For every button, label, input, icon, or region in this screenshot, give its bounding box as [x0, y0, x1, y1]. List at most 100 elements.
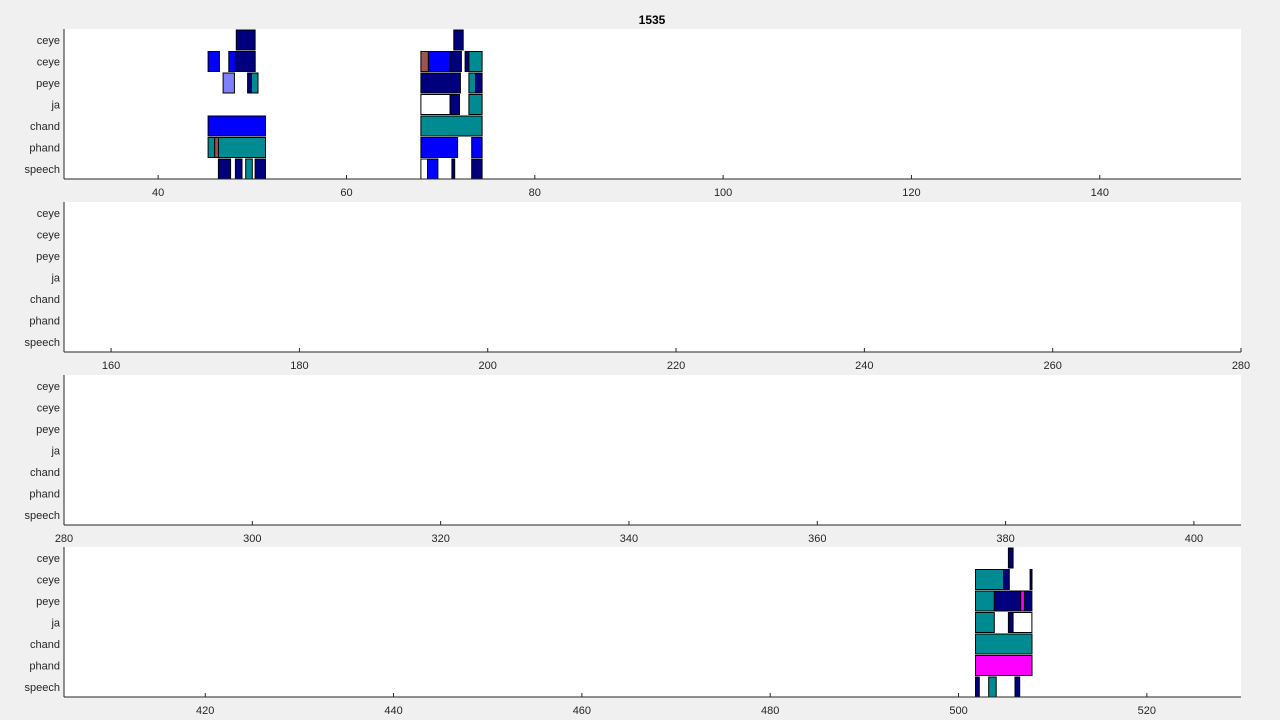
row-label-chand: chand: [30, 639, 60, 651]
segment-peye-15: [468, 72, 476, 94]
segment-phand-24: [217, 137, 266, 158]
segment-ceye-2: [1003, 569, 1010, 590]
segment-ja-18: [449, 94, 461, 115]
row-label-peye: peye: [36, 596, 60, 608]
segment-ceye-7: [449, 51, 462, 72]
segment-phand-22: [207, 137, 216, 158]
x-tick-label: 480: [761, 705, 779, 717]
segment-ja-8: [975, 612, 995, 633]
row-label-ceye: ceye: [37, 381, 60, 393]
segment-peye-14: [425, 72, 461, 94]
segment-peye-16: [475, 72, 483, 94]
x-tick-label: 160: [102, 360, 120, 372]
segment-peye-13: [420, 72, 427, 94]
row-label-chand: chand: [30, 294, 60, 306]
x-tick-label: 220: [667, 360, 685, 372]
row-label-ceye: ceye: [37, 57, 60, 69]
segment-speech-28: [234, 158, 243, 180]
row-label-ceye: ceye: [37, 553, 60, 565]
row-label-ja: ja: [50, 446, 60, 458]
panel-3: ceye ceye peye ja chand phand speech 280 300 320 3…: [25, 375, 1241, 545]
row-label-phand: phand: [29, 316, 60, 328]
segment-speech-14: [988, 676, 997, 698]
segment-peye-11: [247, 72, 252, 94]
x-tick-label: 380: [996, 533, 1014, 545]
segment-chand-11: [975, 633, 1033, 655]
segment-ceye-8: [464, 51, 470, 72]
segment-peye-10: [222, 72, 235, 94]
segment-ceye-1: [453, 29, 464, 51]
segment-ja-9: [1007, 612, 1014, 633]
row-label-ceye: ceye: [37, 575, 60, 587]
row-label-speech: speech: [25, 337, 60, 349]
segment-phand-12: [975, 655, 1033, 676]
segment-peye-12: [250, 72, 259, 94]
x-tick-label: 520: [1138, 705, 1156, 717]
segment-speech-15: [1014, 676, 1021, 698]
segment-chand-20: [207, 115, 267, 137]
x-tick-label: 140: [1091, 187, 1109, 199]
plot-area: [64, 375, 1241, 525]
row-label-ceye: ceye: [37, 403, 60, 415]
segment-ceye-1: [975, 569, 1005, 590]
segment-speech-29: [245, 158, 253, 180]
panel-1: ceye ceye peye ja chand phand speech 40 60 80 100 1…: [25, 29, 1241, 199]
segment-ceye-4: [234, 51, 256, 72]
plot-area: [64, 202, 1241, 352]
segment-ceye-6: [427, 51, 451, 72]
panels-group: ceye ceye peye ja chand phand speech 40 60 80 100 1…: [25, 29, 1250, 717]
x-tick-label: 240: [855, 360, 873, 372]
row-label-speech: speech: [25, 510, 60, 522]
panel-2: ceye ceye peye ja chand phand speech 160 180 200 2…: [25, 202, 1250, 372]
row-label-peye: peye: [36, 78, 60, 90]
segment-peye-4: [975, 590, 995, 612]
x-tick-label: 40: [152, 187, 164, 199]
segment-peye-7: [1023, 590, 1033, 612]
x-tick-label: 420: [196, 705, 214, 717]
row-label-ja: ja: [50, 100, 60, 112]
segment-speech-27: [217, 158, 232, 180]
segment-ceye-0: [235, 29, 256, 51]
x-tick-label: 260: [1044, 360, 1062, 372]
x-tick-label: 440: [384, 705, 402, 717]
x-tick-label: 460: [573, 705, 591, 717]
panel-4: ceye ceye peye ja chand phand speech 420 440 460 4…: [25, 547, 1241, 717]
segment-ceye-3: [1029, 569, 1033, 590]
row-label-ceye: ceye: [37, 35, 60, 47]
segment-ja-19: [468, 94, 483, 115]
segment-ceye-2: [207, 51, 220, 72]
x-tick-label: 340: [620, 533, 638, 545]
segment-speech-33: [451, 158, 456, 180]
segment-speech-34: [471, 158, 483, 180]
segment-ceye-9: [468, 51, 483, 72]
x-tick-label: 280: [1232, 360, 1250, 372]
x-tick-label: 300: [243, 533, 261, 545]
segment-chand-21: [420, 115, 483, 137]
row-label-chand: chand: [30, 121, 60, 133]
x-tick-label: 280: [55, 533, 73, 545]
row-label-speech: speech: [25, 164, 60, 176]
row-label-phand: phand: [29, 489, 60, 501]
row-label-ja: ja: [50, 618, 60, 630]
row-label-speech: speech: [25, 682, 60, 694]
x-tick-label: 320: [431, 533, 449, 545]
row-label-ja: ja: [50, 273, 60, 285]
chart-title: 1535: [639, 13, 666, 27]
segment-ceye-0: [1007, 547, 1014, 569]
row-label-phand: phand: [29, 661, 60, 673]
x-tick-label: 180: [290, 360, 308, 372]
row-label-peye: peye: [36, 251, 60, 263]
x-tick-label: 80: [529, 187, 541, 199]
x-tick-label: 500: [949, 705, 967, 717]
row-label-chand: chand: [30, 467, 60, 479]
plot-area: [64, 547, 1241, 697]
row-label-ceye: ceye: [37, 208, 60, 220]
segment-phand-26: [471, 137, 483, 158]
segment-speech-13: [975, 676, 980, 698]
x-tick-label: 200: [479, 360, 497, 372]
segment-speech-31: [420, 158, 428, 180]
segment-speech-30: [254, 158, 267, 180]
x-tick-label: 120: [902, 187, 920, 199]
segment-ceye-5: [420, 51, 429, 72]
